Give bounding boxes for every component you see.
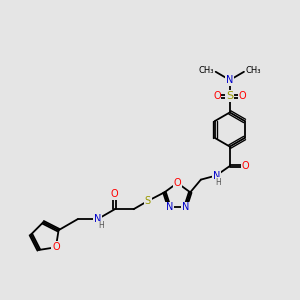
Text: N: N bbox=[182, 202, 189, 212]
Text: S: S bbox=[145, 196, 151, 206]
Text: O: O bbox=[213, 91, 221, 101]
Text: S: S bbox=[226, 91, 233, 101]
Text: N: N bbox=[166, 202, 173, 212]
Text: N: N bbox=[226, 75, 233, 85]
Text: N: N bbox=[94, 214, 101, 224]
Text: H: H bbox=[98, 221, 104, 230]
Text: O: O bbox=[52, 242, 60, 252]
Text: CH₃: CH₃ bbox=[245, 66, 261, 75]
Text: O: O bbox=[241, 161, 249, 171]
Text: O: O bbox=[239, 91, 247, 101]
Text: N: N bbox=[213, 170, 220, 181]
Text: O: O bbox=[111, 189, 118, 199]
Text: CH₃: CH₃ bbox=[199, 66, 214, 75]
Text: O: O bbox=[173, 178, 181, 188]
Text: H: H bbox=[215, 178, 221, 187]
